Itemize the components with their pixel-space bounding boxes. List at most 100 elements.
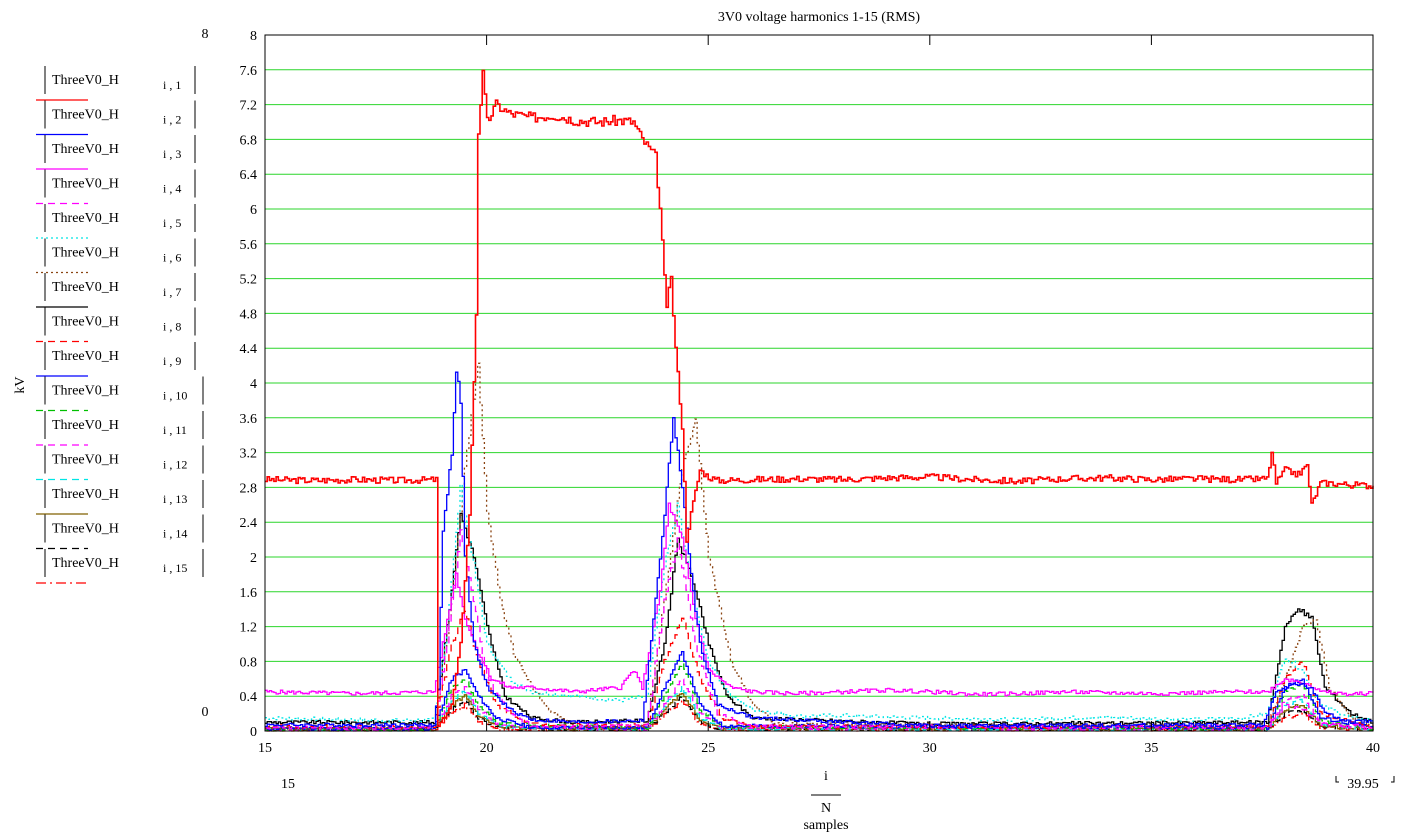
legend-subscript: i , 10 (163, 389, 187, 403)
legend-name: ThreeV0_H (52, 280, 119, 295)
series-line-15 (265, 699, 1374, 732)
legend-item-6: ThreeV0_H i , 6 (36, 238, 196, 274)
legend-subscript: i , 5 (163, 216, 181, 230)
y-tick-label: 6.8 (240, 133, 258, 148)
y-tick-label: 2.4 (240, 516, 258, 531)
y-range-max-label: 8 (202, 27, 209, 42)
legend-name: ThreeV0_H (52, 384, 119, 399)
y-tick-label: 5.2 (240, 273, 258, 288)
legend-item-15: ThreeV0_H i , 15 (36, 549, 204, 584)
legend-item-2: ThreeV0_H i , 2 (36, 100, 196, 136)
y-tick-label: 2 (250, 551, 257, 566)
y-tick-label: 8 (250, 29, 257, 44)
legend-subscript: i , 7 (163, 285, 181, 299)
x-tick-label: 15 (258, 741, 272, 756)
grid-lines (265, 69, 1373, 697)
x-tick-labels: 15 20 25 30 35 40 (258, 35, 1380, 756)
x-axis-label-numerator: i (824, 769, 828, 784)
y-tick-label: 6 (250, 203, 257, 218)
legend-name: ThreeV0_H (52, 522, 119, 537)
y-tick-label: 3.2 (240, 447, 258, 462)
legend-subscript: i , 12 (163, 458, 187, 472)
y-tick-label: 1.2 (240, 621, 258, 636)
legend-item-5: ThreeV0_H i , 5 (36, 204, 196, 239)
series-lines (265, 69, 1374, 732)
x-tick-label: 40 (1366, 741, 1380, 756)
series-line-4 (265, 529, 1374, 730)
y-tick-label: 4.8 (240, 307, 258, 322)
x-axis-units-label: samples (803, 818, 848, 833)
legend-subscript: i , 11 (163, 423, 187, 437)
x-axis-label-denominator: N (821, 801, 831, 816)
legend-subscript: i , 3 (163, 147, 181, 161)
legend-name: ThreeV0_H (52, 349, 119, 364)
y-tick-label: 5.6 (240, 238, 258, 253)
legend-name: ThreeV0_H (52, 418, 119, 433)
y-tick-label: 2.8 (240, 481, 258, 496)
x-tick-label: 30 (923, 741, 937, 756)
legend-item-12: ThreeV0_H i , 12 (36, 445, 204, 481)
legend-name: ThreeV0_H (52, 211, 119, 226)
y-tick-label: 0.8 (240, 655, 258, 670)
series-line-11 (265, 678, 1374, 732)
legend-item-13: ThreeV0_H i , 13 (36, 480, 204, 515)
legend-item-4: ThreeV0_H i , 4 (36, 169, 196, 205)
y-tick-label: 7.2 (240, 99, 258, 114)
y-tick-label: 6.4 (240, 168, 258, 183)
legend-subscript: i , 8 (163, 320, 181, 334)
x-tick-label: 25 (701, 741, 715, 756)
x-range-min-label: 15 (281, 777, 295, 792)
legend-item-9: ThreeV0_H i , 9 (36, 342, 196, 377)
y-tick-label: 3.6 (240, 412, 258, 427)
y-axis-label: kV (13, 376, 28, 393)
x-range-max-bracket-right (1391, 776, 1395, 783)
legend-subscript: i , 1 (163, 78, 181, 92)
legend-name: ThreeV0_H (52, 177, 119, 192)
x-range-max-bracket-left (1335, 776, 1339, 783)
legend-name: ThreeV0_H (52, 142, 119, 157)
legend-item-14: ThreeV0_H i , 14 (36, 514, 204, 550)
legend-subscript: i , 13 (163, 492, 187, 506)
legend-name: ThreeV0_H (52, 246, 119, 261)
chart-title: 3V0 voltage harmonics 1-15 (RMS) (718, 10, 921, 25)
legend-name: ThreeV0_H (52, 453, 119, 468)
y-tick-labels: 0 0.4 0.8 1.2 1.6 2 2.4 2.8 3.2 3.6 4 4.4 4.8 5.2 5.6 6… (240, 29, 258, 740)
legend-name: ThreeV0_H (52, 556, 119, 571)
legend-subscript: i , 4 (163, 182, 181, 196)
legend-subscript: i , 14 (163, 527, 187, 541)
y-tick-label: 0 (250, 725, 257, 740)
series-line-6 (265, 362, 1374, 731)
y-range-min-label: 0 (202, 705, 209, 720)
y-tick-label: 0.4 (240, 690, 258, 705)
series-line-1 (265, 69, 1374, 728)
y-tick-label: 7.6 (240, 64, 258, 79)
series-line-2 (265, 371, 1374, 729)
series-line-10 (265, 662, 1374, 732)
legend-item-3: ThreeV0_H i , 3 (36, 135, 196, 170)
legend-subscript: i , 15 (163, 561, 187, 575)
legend-subscript: i , 9 (163, 354, 181, 368)
legend-subscript: i , 6 (163, 251, 181, 265)
legend-subscript: i , 2 (163, 113, 181, 127)
legend-name: ThreeV0_H (52, 73, 119, 88)
legend-item-1: ThreeV0_H i , 1 (36, 66, 196, 101)
y-tick-label: 4 (250, 377, 257, 392)
legend-name: ThreeV0_H (52, 108, 119, 123)
legend-item-8: ThreeV0_H i , 8 (36, 307, 196, 343)
x-tick-label: 20 (480, 741, 494, 756)
legend-item-11: ThreeV0_H i , 11 (36, 411, 204, 446)
y-tick-label: 1.6 (240, 586, 258, 601)
x-tick-label: 35 (1144, 741, 1158, 756)
legend-name: ThreeV0_H (52, 315, 119, 330)
legend-item-10: ThreeV0_H i , 10 (36, 376, 204, 412)
series-line-8 (265, 610, 1373, 730)
series-line-3 (265, 502, 1374, 697)
plot-frame (264, 34, 1374, 732)
legend-item-7: ThreeV0_H i , 7 (36, 273, 196, 308)
x-range-max-label: 39.95 (1347, 777, 1379, 792)
series-line-5 (265, 483, 1374, 723)
y-tick-label: 4.4 (240, 342, 258, 357)
legend-name: ThreeV0_H (52, 487, 119, 502)
